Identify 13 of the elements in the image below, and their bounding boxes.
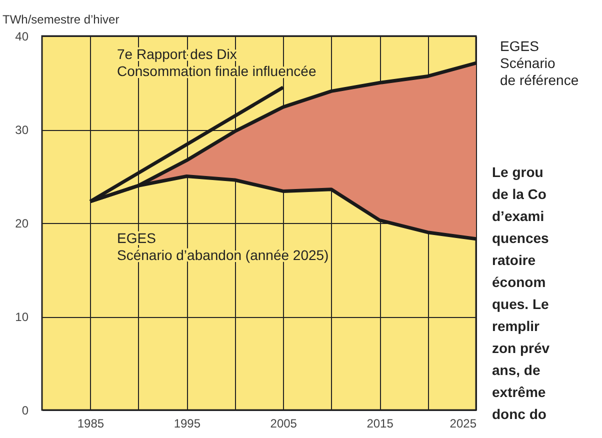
y-tick-label: 20 [15, 216, 29, 230]
y-tick-label: 0 [22, 404, 29, 418]
y-tick-label: 40 [15, 30, 29, 44]
y-tick-label: 30 [15, 123, 29, 137]
y-axis-title: TWh/semestre d’hiver [2, 12, 120, 26]
y-tick-label: 10 [15, 310, 29, 324]
text: Le grou de la Co d’exami quences ratoire économ ques. Le remplir zon prév ans, de extrême donc do [492, 164, 550, 422]
x-tick-label: 2005 [270, 416, 298, 430]
series-label: EGES Scénario de référence [500, 38, 579, 88]
x-tick-label: 1995 [174, 416, 201, 430]
x-tick-label: 2025 [450, 416, 477, 430]
x-tick-label: 1985 [77, 416, 104, 430]
x-tick-label: 2015 [366, 416, 394, 430]
